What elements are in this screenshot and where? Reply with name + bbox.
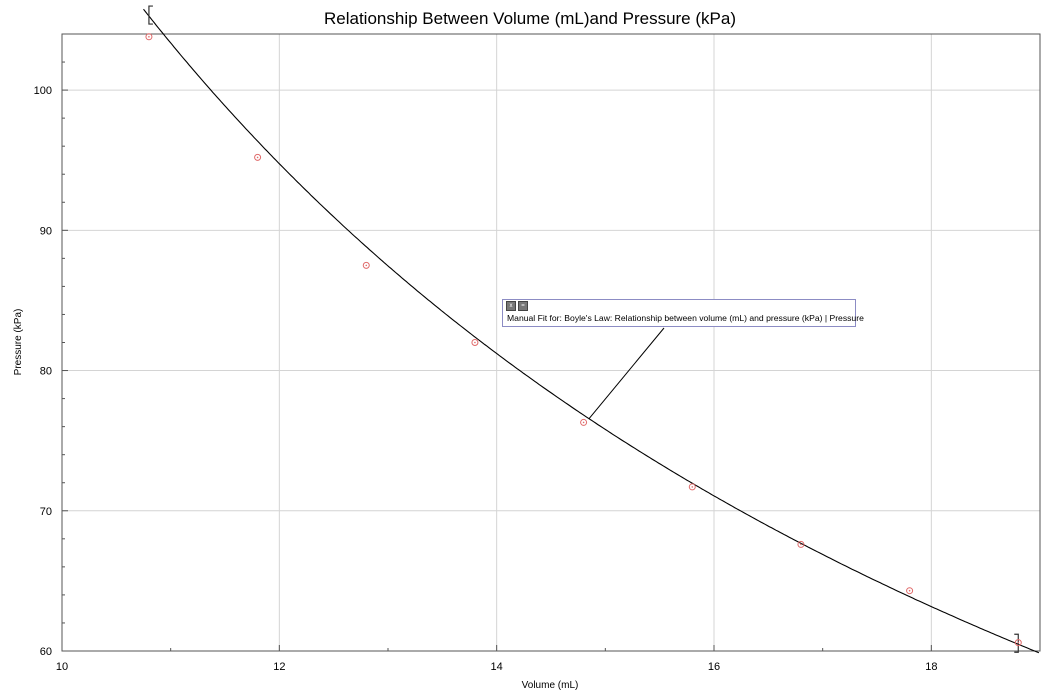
y-tick-label: 80 xyxy=(40,366,52,378)
grid xyxy=(62,34,1040,651)
data-point xyxy=(362,261,370,269)
data-points xyxy=(145,33,1022,647)
fit-range-start-bracket[interactable] xyxy=(148,5,153,25)
x-tick-label: 10 xyxy=(56,661,68,673)
data-point xyxy=(254,153,262,161)
x-axis-label: Volume (mL) xyxy=(522,680,579,691)
plot-area xyxy=(61,33,1041,652)
data-point xyxy=(145,33,153,41)
data-point-center xyxy=(474,341,476,344)
data-point-center xyxy=(582,421,585,424)
data-point-center xyxy=(148,36,150,38)
close-icon[interactable]: x xyxy=(506,301,516,311)
axis-ticks: 10 12 14 16 18 60 70 80 90 100 xyxy=(34,61,937,673)
options-icon[interactable]: = xyxy=(518,301,528,311)
y-tick-label: 70 xyxy=(40,506,52,518)
data-point-center xyxy=(800,543,802,546)
x-tick-label: 16 xyxy=(708,661,720,673)
y-tick-label: 90 xyxy=(40,225,52,237)
data-point xyxy=(471,339,479,346)
y-tick-label: 60 xyxy=(40,646,52,658)
data-point-center xyxy=(365,264,368,267)
data-point xyxy=(688,483,696,491)
data-point xyxy=(1014,639,1022,647)
annotation-leader-line xyxy=(588,327,665,420)
data-point xyxy=(906,587,914,595)
data-point-center xyxy=(908,589,911,592)
annotation-buttons: x = xyxy=(506,301,528,311)
data-point-center xyxy=(1017,641,1020,644)
fit-curve xyxy=(143,8,1040,654)
data-point-center xyxy=(256,156,259,159)
data-point xyxy=(797,540,805,548)
x-tick-label: 14 xyxy=(491,661,503,673)
y-axis-label: Pressure (kPa) xyxy=(13,309,24,376)
annotation-text: Manual Fit for: Boyle's Law: Relationshi… xyxy=(507,313,864,323)
x-tick-label: 12 xyxy=(273,661,285,673)
x-tick-label: 18 xyxy=(925,661,937,673)
data-point xyxy=(580,418,588,426)
y-tick-label: 100 xyxy=(34,85,52,97)
data-point-center xyxy=(691,486,694,488)
chart-title: Relationship Between Volume (mL)and Pres… xyxy=(324,9,736,28)
fit-annotation-box[interactable]: x = Manual Fit for: Boyle's Law: Relatio… xyxy=(502,299,864,327)
